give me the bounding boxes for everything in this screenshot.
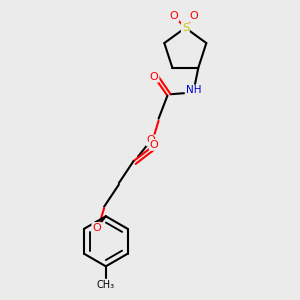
Text: NH: NH [186,85,201,95]
Text: O: O [150,140,158,150]
Text: O: O [150,72,158,82]
Text: O: O [147,136,156,146]
Text: O: O [189,11,198,21]
Text: CH₃: CH₃ [97,280,115,290]
Text: O: O [92,223,101,233]
Text: S: S [182,23,189,33]
Text: O: O [169,11,178,21]
